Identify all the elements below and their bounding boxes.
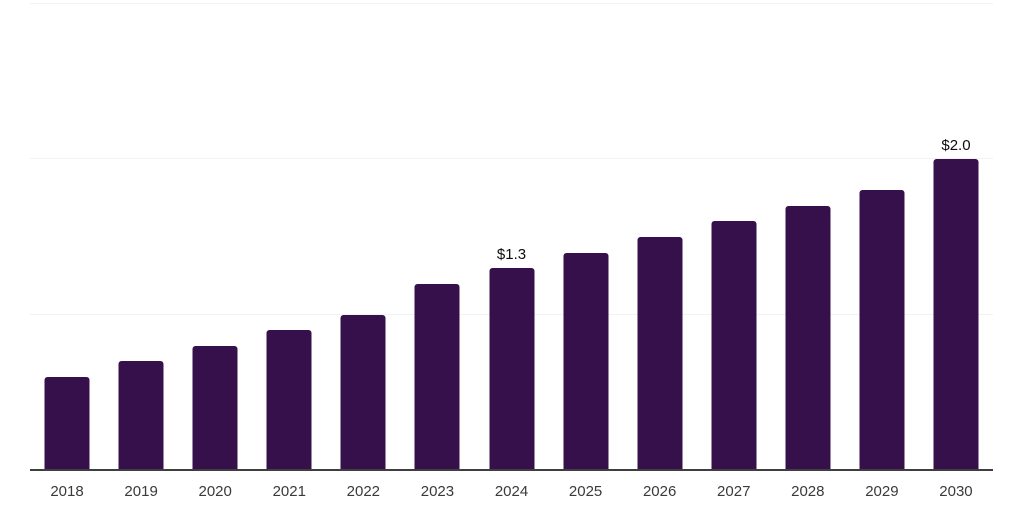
bar xyxy=(859,190,905,470)
bar xyxy=(340,314,386,470)
x-axis-tick-label: 2029 xyxy=(865,483,899,500)
bar-group xyxy=(30,4,104,470)
bar xyxy=(637,237,683,470)
x-axis-tick-label: 2021 xyxy=(272,483,306,500)
bar-group xyxy=(697,4,771,470)
bar-series: $1.3 $2.0 xyxy=(30,4,993,470)
bar-group xyxy=(771,4,845,470)
bar-group xyxy=(400,4,474,470)
bar xyxy=(933,159,979,470)
bar xyxy=(489,268,534,470)
x-axis-tick-label: 2018 xyxy=(50,483,84,500)
bar-group xyxy=(252,4,326,470)
bar-value-label: $1.3 xyxy=(496,246,527,264)
x-axis-tick-label: 2023 xyxy=(420,483,455,500)
bar xyxy=(44,376,90,470)
bar xyxy=(711,221,757,470)
bar xyxy=(118,361,164,470)
bar-group xyxy=(623,4,697,470)
x-axis-tick-label: 2024 xyxy=(494,483,529,500)
x-axis-tick-label: 2022 xyxy=(346,483,381,500)
bar-group xyxy=(326,4,400,470)
x-axis-tick-label: 2025 xyxy=(568,483,603,500)
x-axis-tick-label: 2026 xyxy=(642,483,677,500)
bar-group xyxy=(104,4,178,470)
bar xyxy=(192,345,238,470)
x-axis-line xyxy=(30,469,993,471)
x-axis-tick-label: 2019 xyxy=(124,483,158,500)
bar-group xyxy=(845,4,919,470)
bar-value-label: $2.0 xyxy=(941,137,971,155)
x-axis-tick-label: 2020 xyxy=(198,483,232,500)
bar-group xyxy=(178,4,252,470)
bar xyxy=(563,252,609,470)
gridline xyxy=(30,3,993,4)
x-axis-tick-label: 2027 xyxy=(717,483,751,500)
x-axis-tick-label: 2030 xyxy=(939,483,973,500)
bar-group: $2.0 xyxy=(919,4,993,470)
bar xyxy=(414,283,460,470)
x-axis-tick-label: 2028 xyxy=(791,483,825,500)
plot-area: $1.3 $2.0 xyxy=(30,3,993,471)
x-axis-tick-labels: 2018 2019 2020 2021 2022 2023 2024 2025 2026 2027… xyxy=(30,483,993,500)
gridline xyxy=(30,158,993,160)
bar xyxy=(785,205,831,470)
bar-group xyxy=(549,4,623,470)
bar-group: $1.3 xyxy=(474,4,548,470)
bar xyxy=(266,330,312,470)
